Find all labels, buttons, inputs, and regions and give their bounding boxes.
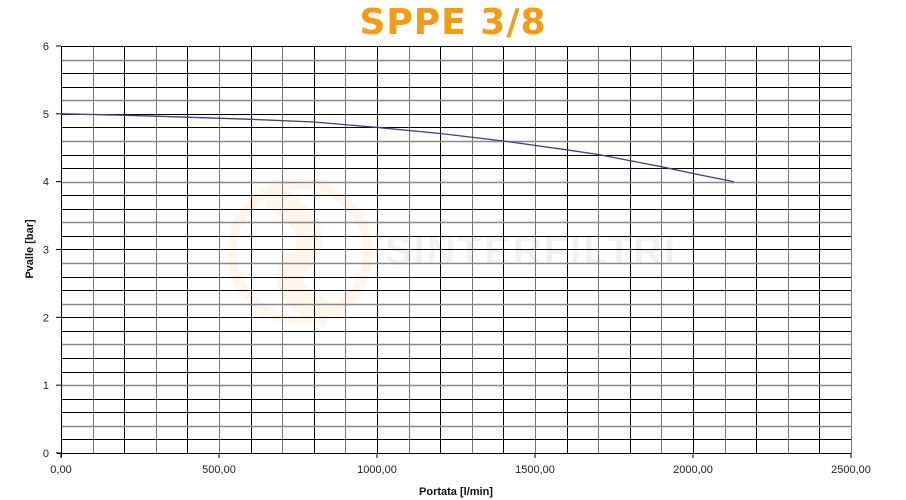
y-axis-label: Pvalle [bar]: [24, 219, 36, 279]
x-tick-label: 2000,00: [673, 464, 713, 476]
y-tick-label: 1: [43, 380, 49, 392]
chart-title: SPPE 3/8: [359, 2, 547, 43]
x-tick-label: 2500,00: [831, 464, 871, 476]
x-tick-label: 500,00: [202, 464, 236, 476]
y-tick-label: 0: [43, 448, 49, 460]
x-tick-label: 1500,00: [515, 464, 555, 476]
x-tick-label: 0,00: [50, 464, 71, 476]
y-tick-label: 5: [43, 109, 49, 121]
series-line: [60, 113, 735, 183]
y-tick-label: 6: [43, 41, 49, 53]
x-tick-label: 1000,00: [357, 464, 397, 476]
y-tick-label: 2: [43, 312, 49, 324]
y-tick-label: 4: [43, 177, 49, 189]
x-axis-label: Portata [l/min]: [419, 486, 493, 498]
y-tick-label: 3: [43, 245, 49, 257]
watermark-logo: [227, 179, 373, 327]
watermark-text: SINTERFILTRI: [385, 229, 677, 273]
